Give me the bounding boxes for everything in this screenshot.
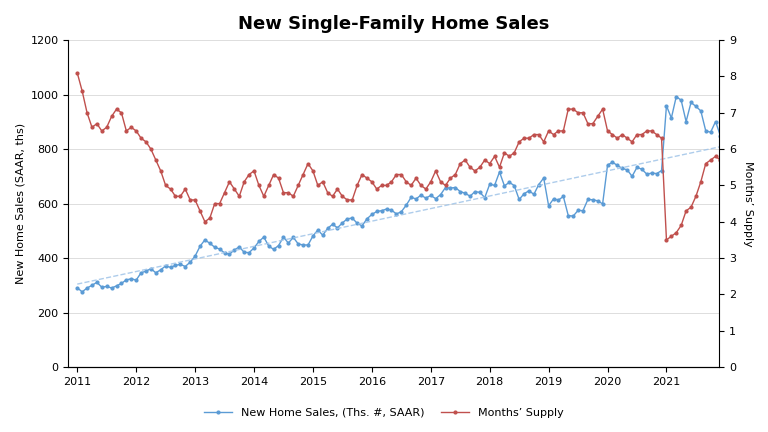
New Home Sales, (Ths. #, SAAR) bbox=[73, 285, 82, 290]
Line: New Home Sales, (Ths. #, SAAR): New Home Sales, (Ths. #, SAAR) bbox=[76, 95, 768, 293]
Months’ Supply bbox=[357, 172, 366, 177]
Legend: New Home Sales, (Ths. #, SAAR), Months’ Supply: New Home Sales, (Ths. #, SAAR), Months’ … bbox=[200, 403, 568, 422]
New Home Sales, (Ths. #, SAAR) bbox=[362, 216, 372, 222]
Months’ Supply bbox=[382, 183, 391, 188]
Months’ Supply bbox=[308, 168, 317, 174]
Months’ Supply bbox=[98, 128, 107, 133]
Y-axis label: Months’ Supply: Months’ Supply bbox=[743, 161, 753, 246]
New Home Sales, (Ths. #, SAAR) bbox=[387, 207, 396, 213]
Months’ Supply bbox=[131, 128, 141, 133]
Months’ Supply bbox=[254, 183, 263, 188]
New Home Sales, (Ths. #, SAAR) bbox=[78, 289, 87, 295]
Line: Months’ Supply: Months’ Supply bbox=[76, 71, 768, 241]
New Home Sales, (Ths. #, SAAR) bbox=[137, 270, 146, 275]
Months’ Supply bbox=[662, 237, 671, 242]
Title: New Single-Family Home Sales: New Single-Family Home Sales bbox=[238, 15, 550, 33]
New Home Sales, (Ths. #, SAAR) bbox=[102, 284, 111, 289]
New Home Sales, (Ths. #, SAAR) bbox=[672, 94, 681, 99]
Y-axis label: New Home Sales (SAAR, ths): New Home Sales (SAAR, ths) bbox=[15, 123, 25, 284]
New Home Sales, (Ths. #, SAAR) bbox=[313, 227, 323, 232]
Months’ Supply bbox=[73, 70, 82, 76]
New Home Sales, (Ths. #, SAAR) bbox=[260, 235, 269, 240]
